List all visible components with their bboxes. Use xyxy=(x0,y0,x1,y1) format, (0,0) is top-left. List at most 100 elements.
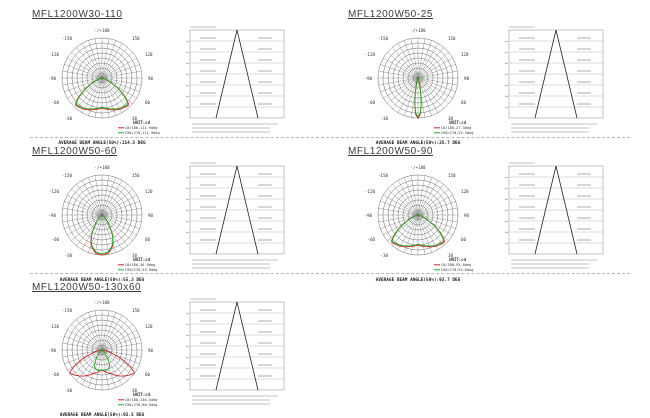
polar-tick-label: -30 xyxy=(64,116,72,121)
beam-cone xyxy=(215,165,259,255)
polar-tick-label: -60 xyxy=(51,372,59,377)
polar-tick-label: 30 xyxy=(132,116,138,121)
polar-tick-label: -120 xyxy=(49,52,60,57)
beam-cone xyxy=(215,301,259,391)
unit-label: UNIT:cd xyxy=(133,392,150,397)
c90-270-curve xyxy=(414,77,422,118)
polar-diagram: -/+180 -150 150 -120 120 -90 90 -60 60 -30 30 UNIT:… xyxy=(42,292,162,418)
legend-label: C90/270,60.5deg xyxy=(125,403,157,407)
legend-label: C0/180,56.9deg xyxy=(125,263,155,267)
legend-label: C90/270,24.2deg xyxy=(441,131,473,135)
polar-tick-label: -/+180 xyxy=(94,300,110,305)
polar-tick-label: 120 xyxy=(145,324,153,329)
polar-tick-label: -60 xyxy=(367,100,375,105)
polar-diagram: -/+180 -150 150 -120 120 -90 90 -60 60 -30 30 UNIT:… xyxy=(358,157,478,283)
unit-label: UNIT:cd xyxy=(449,257,466,262)
polar-tick-label: -60 xyxy=(51,237,59,242)
polar-tick-label: 120 xyxy=(145,52,153,57)
beam-cone xyxy=(534,165,578,255)
polar-tick-label: -150 xyxy=(378,173,389,178)
unit-label: UNIT:cd xyxy=(449,120,466,125)
polar-tick-label: -150 xyxy=(62,36,73,41)
polar-tick-label: 90 xyxy=(148,213,154,218)
c90-270-curve xyxy=(76,77,128,110)
polar-tick-label: -/+180 xyxy=(410,165,426,170)
polar-tick-label: -90 xyxy=(364,213,372,218)
polar-tick-label: -30 xyxy=(64,388,72,393)
product-title-1: MFL1200W30-110 xyxy=(32,9,123,20)
c90-270-curve xyxy=(392,214,444,247)
c90-270-curve xyxy=(90,214,114,255)
illuminance-cone-diagram xyxy=(186,160,288,272)
polar-tick-label: -120 xyxy=(49,324,60,329)
polar-tick-label: 30 xyxy=(132,388,138,393)
beam-cone xyxy=(215,29,259,119)
polar-tick-label: 60 xyxy=(145,237,151,242)
polar-tick-label: -30 xyxy=(380,253,388,258)
polar-tick-label: -/+180 xyxy=(410,28,426,33)
section-separator xyxy=(30,137,630,138)
illuminance-cone-diagram xyxy=(186,296,288,408)
polar-tick-label: -150 xyxy=(62,308,73,313)
polar-tick-label: -90 xyxy=(48,76,56,81)
product-title-4: MFL1200W50-90 xyxy=(348,146,434,157)
polar-tick-label: -150 xyxy=(62,173,73,178)
polar-tick-label: 120 xyxy=(145,189,153,194)
polar-tick-label: -120 xyxy=(365,52,376,57)
polar-tick-label: 150 xyxy=(448,36,456,41)
polar-tick-label: 90 xyxy=(148,76,154,81)
product-title-5: MFL1200W50-130x60 xyxy=(32,282,142,293)
polar-diagram: -/+180 -150 150 -120 120 -90 90 -60 60 -30 30 UNIT:… xyxy=(42,157,162,283)
polar-tick-label: 60 xyxy=(461,237,467,242)
polar-tick-label: -90 xyxy=(48,213,56,218)
beam-angle-label: AVERAGE BEAM ANGLE(50%):25.7 DEG xyxy=(376,140,461,146)
polar-tick-label: 30 xyxy=(448,116,454,121)
polar-tick-label: -150 xyxy=(378,36,389,41)
polar-diagram: -/+180 -150 150 -120 120 -90 90 -60 60 -30 30 UNIT:… xyxy=(358,20,478,146)
illuminance-cone-diagram xyxy=(505,160,607,272)
beam-angle-label: AVERAGE BEAM ANGLE(50%):92.5 DEG xyxy=(60,412,145,418)
polar-tick-label: 30 xyxy=(448,253,454,258)
polar-tick-label: 150 xyxy=(132,36,140,41)
beam-angle-label: AVERAGE BEAM ANGLE(50%):114.5 DEG xyxy=(58,140,146,146)
legend-label: C0/180,27.3deg xyxy=(441,126,471,130)
polar-tick-label: 120 xyxy=(461,52,469,57)
beam-angle-label: AVERAGE BEAM ANGLE(50%):93.7 DEG xyxy=(376,277,461,283)
legend-label: C90/270,53.9deg xyxy=(125,268,157,272)
illuminance-cone-diagram xyxy=(186,24,288,136)
unit-label: UNIT:cd xyxy=(133,257,150,262)
beam-cone xyxy=(534,29,578,119)
product-title-2: MFL1200W50-25 xyxy=(348,9,434,20)
polar-tick-label: 150 xyxy=(132,308,140,313)
legend-label: C0/180,93.8deg xyxy=(441,263,471,267)
illuminance-cone-diagram xyxy=(505,24,607,136)
legend-label: C90/270,93.6deg xyxy=(441,268,473,272)
legend-label: C90/270,111.9deg xyxy=(125,131,160,135)
polar-tick-label: 60 xyxy=(145,100,151,105)
polar-tick-label: -30 xyxy=(380,116,388,121)
polar-tick-label: 150 xyxy=(132,173,140,178)
polar-tick-label: -60 xyxy=(367,237,375,242)
polar-tick-label: 60 xyxy=(145,372,151,377)
polar-tick-label: -90 xyxy=(48,348,56,353)
polar-tick-label: 90 xyxy=(464,213,470,218)
legend-label: C0/180,130.5deg xyxy=(125,398,157,402)
product-title-3: MFL1200W50-60 xyxy=(32,146,118,157)
section-separator xyxy=(30,273,630,274)
c90-270-curve xyxy=(94,349,110,371)
polar-tick-label: -120 xyxy=(49,189,60,194)
polar-tick-label: 90 xyxy=(464,76,470,81)
polar-tick-label: -/+180 xyxy=(94,165,110,170)
beam-angle-label: AVERAGE BEAM ANGLE(50%):55.3 DEG xyxy=(60,277,145,283)
polar-tick-label: -30 xyxy=(64,253,72,258)
polar-tick-label: -60 xyxy=(51,100,59,105)
polar-tick-label: -90 xyxy=(364,76,372,81)
polar-tick-label: 90 xyxy=(148,348,154,353)
polar-tick-label: -120 xyxy=(365,189,376,194)
polar-tick-label: 150 xyxy=(448,173,456,178)
polar-tick-label: -/+180 xyxy=(94,28,110,33)
polar-tick-label: 120 xyxy=(461,189,469,194)
polar-tick-label: 30 xyxy=(132,253,138,258)
polar-diagram: -/+180 -150 150 -120 120 -90 90 -60 60 -30 30 UNIT:… xyxy=(42,20,162,146)
polar-tick-label: 60 xyxy=(461,100,467,105)
